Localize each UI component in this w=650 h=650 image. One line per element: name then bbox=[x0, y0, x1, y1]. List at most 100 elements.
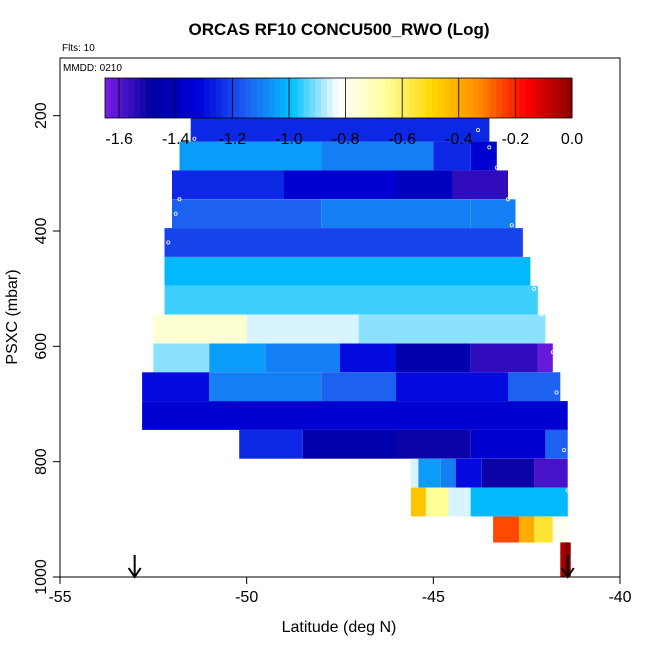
heatmap-cell bbox=[396, 429, 471, 459]
heatmap-cell bbox=[179, 141, 322, 171]
heatmap-cell bbox=[425, 487, 449, 517]
colorbar-swatch bbox=[461, 78, 468, 118]
colorbar-swatch bbox=[542, 78, 550, 118]
colorbar-swatch bbox=[426, 78, 433, 118]
colorbar-swatch bbox=[431, 78, 439, 118]
colorbar-swatch bbox=[385, 78, 392, 118]
colorbar-swatch bbox=[309, 78, 316, 118]
heatmap-cell bbox=[534, 516, 553, 543]
heatmap-cell bbox=[470, 487, 568, 517]
position-arrows bbox=[127, 542, 575, 579]
colorbar-swatch bbox=[157, 78, 164, 118]
heatmap-cell bbox=[164, 257, 531, 286]
heatmap-cell bbox=[537, 343, 553, 373]
colorbar-swatch bbox=[391, 78, 398, 118]
colorbar-swatch bbox=[437, 78, 444, 118]
heatmap-cell bbox=[410, 487, 426, 517]
colorbar-swatch bbox=[560, 78, 567, 118]
colorbar-swatch bbox=[227, 78, 234, 118]
colorbar-swatch bbox=[198, 78, 205, 118]
heatmap-cell bbox=[470, 141, 497, 171]
colorbar-swatch bbox=[531, 78, 538, 118]
colorbar-swatch bbox=[478, 78, 485, 118]
colorbar-swatch bbox=[501, 78, 509, 118]
heatmap-cell bbox=[142, 372, 210, 402]
colorbar-tick-label: -0.6 bbox=[388, 131, 416, 148]
heatmap-cell bbox=[265, 343, 340, 373]
colorbar-swatch bbox=[250, 78, 258, 118]
heatmap-cell bbox=[470, 343, 538, 373]
heatmap-cell bbox=[440, 458, 456, 488]
colorbar-swatch bbox=[186, 78, 193, 118]
colorbar-tick-label: -1.2 bbox=[219, 131, 247, 148]
colorbar-tick-label: -1.0 bbox=[275, 131, 303, 148]
colorbar-swatch bbox=[315, 78, 322, 118]
chart-title: ORCAS RF10 CONCU500_RWO (Log) bbox=[189, 20, 490, 39]
colorbar-swatch bbox=[361, 78, 369, 118]
heatmap-cell bbox=[246, 314, 359, 344]
heatmap-cell bbox=[321, 372, 396, 402]
colorbar-swatch bbox=[350, 78, 357, 118]
colorbar-swatch bbox=[320, 78, 328, 118]
heatmap-cell bbox=[153, 343, 210, 373]
colorbar-swatch bbox=[420, 78, 427, 118]
heatmap-cell bbox=[209, 372, 322, 402]
x-tick-label: -40 bbox=[608, 589, 631, 606]
flights-annotation: Flts: 10 bbox=[62, 43, 95, 54]
colorbar-swatch bbox=[408, 78, 415, 118]
colorbar-swatch bbox=[291, 78, 299, 118]
heatmap-cell bbox=[396, 170, 452, 200]
colorbar-swatch bbox=[256, 78, 264, 118]
date-annotation: MMDD: 0210 bbox=[63, 63, 122, 74]
colorbar-swatch bbox=[507, 78, 515, 118]
track-marker bbox=[505, 197, 510, 202]
y-tick-label: 400 bbox=[33, 218, 50, 245]
heatmap-cell bbox=[448, 487, 471, 517]
colorbar-swatch bbox=[274, 78, 281, 118]
heatmap-cell bbox=[302, 429, 396, 459]
heatmap-cell bbox=[534, 458, 568, 488]
track-marker bbox=[539, 312, 544, 317]
track-marker bbox=[487, 145, 492, 150]
y-tick-label: 600 bbox=[33, 333, 50, 360]
x-tick-label: -45 bbox=[422, 589, 445, 606]
colorbar-swatch bbox=[233, 78, 240, 118]
arrow-head bbox=[127, 567, 142, 579]
colorbar-swatch bbox=[443, 78, 450, 118]
colorbar-swatch bbox=[192, 78, 199, 118]
heatmap-cell bbox=[239, 429, 303, 459]
heatmap-cell bbox=[470, 429, 546, 459]
axes: -55 -50 -45 -40 200 400 600 800 1000 bbox=[33, 102, 632, 606]
colorbar-swatch bbox=[402, 78, 409, 118]
colorbar-swatch bbox=[215, 78, 223, 118]
position-arrow bbox=[127, 555, 142, 579]
heatmap-cell bbox=[552, 516, 568, 543]
colorbar-swatch bbox=[338, 78, 345, 118]
colorbar-swatch bbox=[449, 78, 456, 118]
colorbar-tick-label: 0.0 bbox=[561, 131, 583, 148]
heatmap-cell bbox=[190, 115, 490, 142]
colorbar-tick-label: -0.4 bbox=[445, 131, 473, 148]
heatmap-cell bbox=[481, 458, 535, 488]
colorbar-tick-label: -0.8 bbox=[332, 131, 360, 148]
heatmap-cell bbox=[418, 458, 441, 488]
heatmap-cell bbox=[410, 458, 419, 488]
colorbar-swatch bbox=[105, 78, 112, 118]
colorbar-swatch bbox=[373, 78, 380, 118]
heatmap-cell bbox=[519, 516, 535, 543]
colorbar-swatch bbox=[134, 78, 141, 118]
heatmap-cell bbox=[452, 170, 508, 200]
y-tick-label: 800 bbox=[33, 448, 50, 475]
colorbar-swatch bbox=[221, 78, 228, 118]
y-axis-label: PSXC (mbar) bbox=[4, 269, 21, 364]
track-marker bbox=[173, 211, 178, 216]
heatmap-cell bbox=[321, 141, 434, 171]
heatmap-cell bbox=[209, 343, 266, 373]
colorbar-swatch bbox=[151, 78, 158, 118]
colorbar-swatch bbox=[110, 78, 118, 118]
heatmap-cell bbox=[455, 458, 482, 488]
track-marker bbox=[136, 396, 141, 401]
x-tick-label: -50 bbox=[235, 589, 258, 606]
colorbar-swatch bbox=[536, 78, 544, 118]
colorbar-tick-label: -1.4 bbox=[162, 131, 190, 148]
